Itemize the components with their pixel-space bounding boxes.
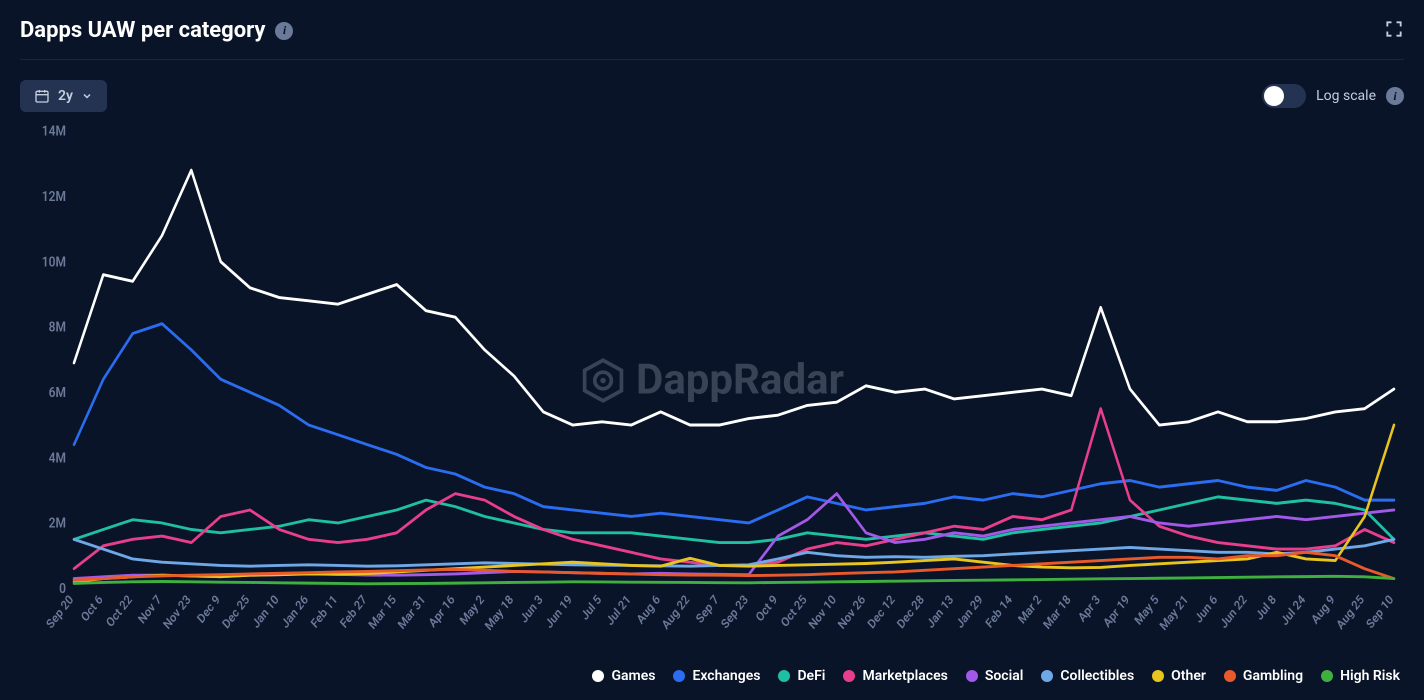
legend-dot — [843, 670, 855, 682]
svg-text:Apr 3: Apr 3 — [1075, 592, 1102, 625]
series-line — [74, 409, 1394, 569]
chart-panel: Dapps UAW per category i 2y Log scale i — [0, 0, 1424, 700]
legend-item[interactable]: Gambling — [1224, 668, 1303, 684]
chart-legend: Games Exchanges DeFi Marketplaces Social Coll… — [20, 658, 1404, 688]
info-icon[interactable]: i — [275, 22, 293, 40]
time-range-label: 2y — [58, 88, 73, 104]
svg-text:Feb 14: Feb 14 — [983, 592, 1015, 631]
legend-dot — [592, 670, 604, 682]
log-scale-label: Log scale — [1316, 88, 1376, 104]
svg-text:Jul 24: Jul 24 — [1278, 592, 1308, 628]
legend-dot — [673, 670, 685, 682]
svg-text:Oct 9: Oct 9 — [753, 592, 780, 625]
series-line — [74, 497, 1394, 543]
svg-text:Apr 19: Apr 19 — [1101, 592, 1133, 630]
legend-item[interactable]: Marketplaces — [843, 668, 947, 684]
toggle-knob — [1264, 86, 1284, 106]
svg-text:Jan 10: Jan 10 — [249, 592, 281, 631]
svg-text:May 21: May 21 — [1157, 592, 1191, 633]
panel-header: Dapps UAW per category i — [20, 18, 1404, 60]
svg-text:Jun 22: Jun 22 — [1217, 592, 1249, 631]
svg-text:Jul 5: Jul 5 — [578, 592, 604, 623]
svg-text:Nov 10: Nov 10 — [806, 592, 839, 632]
legend-item[interactable]: Collectibles — [1041, 668, 1134, 684]
svg-text:6M: 6M — [49, 385, 66, 401]
legend-item[interactable]: Social — [966, 668, 1024, 684]
legend-item[interactable]: Other — [1152, 668, 1206, 684]
svg-text:Jun 19: Jun 19 — [543, 592, 575, 631]
svg-text:Sep 23: Sep 23 — [718, 592, 751, 632]
fullscreen-icon[interactable] — [1384, 19, 1404, 43]
svg-text:Aug 22: Aug 22 — [659, 592, 692, 632]
log-scale-toggle[interactable] — [1262, 84, 1306, 108]
svg-text:Nov 23: Nov 23 — [161, 592, 194, 632]
svg-text:Feb 27: Feb 27 — [337, 592, 369, 631]
svg-text:Oct 22: Oct 22 — [104, 592, 135, 630]
legend-label: Social — [985, 668, 1024, 684]
svg-text:12M: 12M — [42, 189, 66, 205]
svg-text:Sep 7: Sep 7 — [693, 592, 721, 626]
legend-label: Exchanges — [692, 668, 760, 684]
svg-text:Mar 15: Mar 15 — [366, 592, 399, 632]
svg-text:Jan 13: Jan 13 — [924, 592, 956, 631]
svg-text:Mar 31: Mar 31 — [395, 592, 428, 632]
legend-item[interactable]: High Risk — [1321, 668, 1400, 684]
chart-area: 02M4M6M8M10M12M14MSep 20Oct 6Oct 22Nov 7… — [20, 124, 1404, 658]
calendar-icon — [34, 88, 50, 104]
legend-dot — [1321, 670, 1333, 682]
svg-text:Sep 10: Sep 10 — [1364, 592, 1397, 632]
log-scale-control: Log scale i — [1262, 84, 1404, 108]
svg-text:Dec 9: Dec 9 — [195, 592, 223, 626]
svg-text:4M: 4M — [49, 451, 66, 467]
legend-item[interactable]: DeFi — [778, 668, 825, 684]
chart-title: Dapps UAW per category — [20, 18, 265, 43]
svg-text:Jul 8: Jul 8 — [1253, 592, 1279, 623]
legend-dot — [966, 670, 978, 682]
legend-label: Gambling — [1243, 668, 1303, 684]
series-line — [74, 576, 1394, 584]
time-range-selector[interactable]: 2y — [20, 80, 107, 112]
series-line — [74, 170, 1394, 425]
svg-text:Jan 26: Jan 26 — [279, 592, 311, 631]
svg-text:Dec 25: Dec 25 — [220, 592, 253, 632]
legend-label: Other — [1171, 668, 1206, 684]
legend-label: Games — [611, 668, 655, 684]
legend-dot — [1152, 670, 1164, 682]
svg-text:14M: 14M — [42, 124, 66, 140]
svg-text:Oct 6: Oct 6 — [78, 592, 105, 625]
title-wrap: Dapps UAW per category i — [20, 18, 293, 43]
legend-item[interactable]: Games — [592, 668, 655, 684]
svg-text:Oct 25: Oct 25 — [778, 592, 809, 630]
svg-text:Jan 29: Jan 29 — [953, 592, 985, 631]
svg-text:Jun 6: Jun 6 — [1192, 592, 1220, 626]
svg-text:2M: 2M — [49, 516, 66, 532]
svg-text:Dec 28: Dec 28 — [894, 592, 927, 632]
svg-text:Feb 11: Feb 11 — [308, 592, 340, 631]
legend-label: Marketplaces — [862, 668, 947, 684]
svg-text:Jun 3: Jun 3 — [517, 592, 545, 626]
svg-text:Dec 12: Dec 12 — [865, 592, 898, 632]
svg-text:May 18: May 18 — [482, 592, 516, 633]
legend-label: DeFi — [797, 668, 825, 684]
svg-text:Nov 26: Nov 26 — [835, 592, 868, 632]
svg-text:8M: 8M — [49, 320, 66, 336]
series-line — [74, 324, 1394, 523]
info-icon[interactable]: i — [1386, 87, 1404, 105]
legend-item[interactable]: Exchanges — [673, 668, 760, 684]
svg-text:10M: 10M — [42, 255, 66, 271]
legend-dot — [1224, 670, 1236, 682]
svg-text:Sep 20: Sep 20 — [44, 592, 77, 632]
svg-text:Jul 21: Jul 21 — [603, 592, 633, 628]
chevron-down-icon — [81, 90, 93, 102]
legend-label: Collectibles — [1060, 668, 1134, 684]
legend-dot — [1041, 670, 1053, 682]
svg-text:Aug 25: Aug 25 — [1334, 592, 1367, 632]
svg-text:Apr 16: Apr 16 — [426, 592, 458, 630]
legend-dot — [778, 670, 790, 682]
svg-text:Mar 18: Mar 18 — [1041, 592, 1074, 632]
legend-label: High Risk — [1340, 668, 1400, 684]
line-chart: 02M4M6M8M10M12M14MSep 20Oct 6Oct 22Nov 7… — [20, 124, 1404, 658]
controls-row: 2y Log scale i — [20, 80, 1404, 112]
